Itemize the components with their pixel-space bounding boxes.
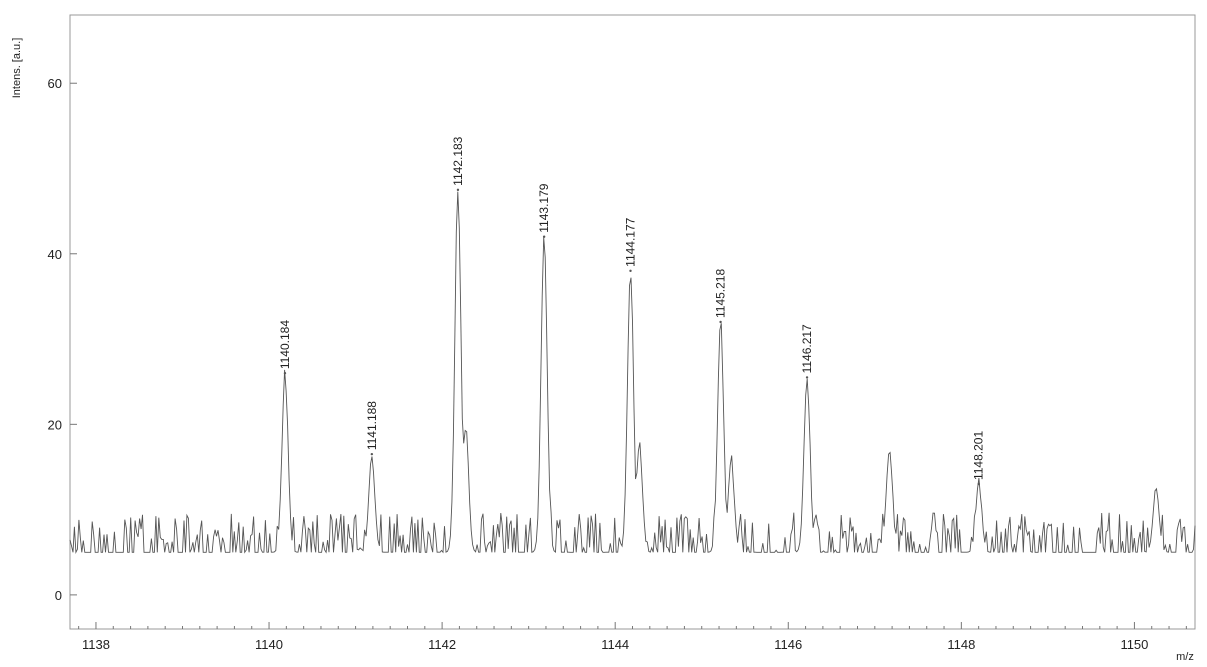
peak-label: 1146.217 [800, 324, 814, 373]
peak-label: 1142.183 [451, 136, 465, 185]
peak-apex-marker [805, 376, 809, 379]
peak-apex-marker [370, 452, 374, 456]
peak-label: 1140.184 [278, 320, 292, 369]
peak-label: 1145.218 [714, 269, 728, 318]
x-tick-label: 1146 [774, 637, 802, 652]
peak-apex-marker [542, 235, 546, 238]
peak-apex-marker [283, 371, 287, 375]
x-tick-label: 1138 [82, 637, 110, 652]
y-axis-title: Intens. [a.u.] [11, 38, 23, 99]
peak-apex-marker [456, 188, 460, 192]
y-tick-label: 60 [48, 76, 62, 91]
x-tick-label: 1144 [601, 637, 629, 652]
y-tick-label: 20 [48, 417, 62, 432]
peak-apex-marker [719, 320, 722, 324]
peak-label: 1144.177 [624, 217, 638, 266]
peak-apex-marker [629, 269, 632, 273]
x-tick-label: 1148 [947, 637, 975, 652]
x-tick-label: 1142 [428, 637, 456, 652]
peak-label: 1141.188 [365, 401, 379, 450]
spectrum-line [69, 191, 1196, 555]
x-tick-label: 1150 [1120, 637, 1148, 652]
peak-apex-marker [977, 482, 980, 486]
x-tick-label: 1140 [255, 637, 283, 652]
y-tick-label: 0 [55, 588, 62, 603]
y-tick-label: 40 [48, 247, 62, 262]
peak-label: 1148.201 [972, 431, 986, 480]
peak-label: 1143.179 [537, 183, 551, 232]
x-axis-title: m/z [1176, 651, 1194, 663]
